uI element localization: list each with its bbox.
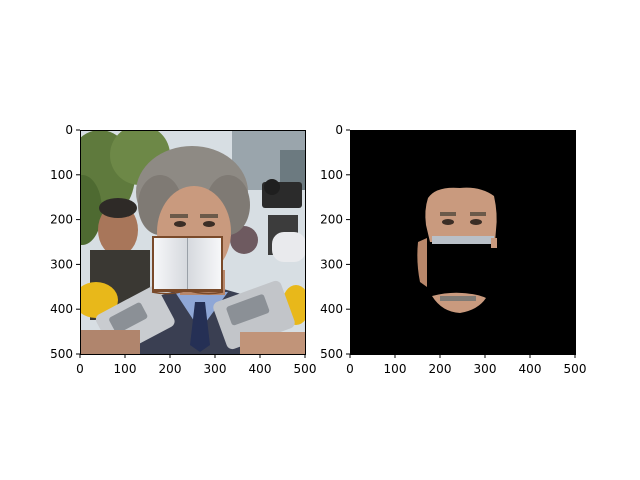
right-x-tick-label: 300 [474,362,497,376]
left-y-tick-label: 0 [65,123,73,137]
left-x-tick-label: 400 [249,362,272,376]
right-x-tick-label: 100 [384,362,407,376]
left-y-tick-label: 400 [50,302,73,316]
right-x-tick-label: 0 [346,362,354,376]
right-mask [350,130,576,355]
right-x-tick-label: 500 [564,362,587,376]
right-y-tick-label: 100 [320,168,343,182]
left-axes-frame [80,130,306,355]
left-x-tick-label: 0 [76,362,84,376]
right-y-tick-label: 300 [320,257,343,271]
right-y-tick-label: 200 [320,213,343,227]
left-x-tick-label: 200 [159,362,182,376]
right-image-panel [350,130,576,355]
left-y-tick-label: 200 [50,213,73,227]
left-x-tick-label: 500 [294,362,317,376]
right-x-tick-label: 200 [429,362,452,376]
left-x-tick-label: 300 [204,362,227,376]
right-axes-frame [350,130,576,355]
left-photo [80,130,306,355]
right-x-tick-label: 400 [519,362,542,376]
left-x-tick-label: 100 [114,362,137,376]
book-occluder [151,236,224,295]
left-y-tick-label: 500 [50,347,73,361]
left-y-tick-label: 300 [50,257,73,271]
left-image-panel [80,130,306,355]
right-y-tick-label: 0 [335,123,343,137]
left-y-tick-label: 100 [50,168,73,182]
right-y-tick-label: 400 [320,302,343,316]
right-y-tick-label: 500 [320,347,343,361]
